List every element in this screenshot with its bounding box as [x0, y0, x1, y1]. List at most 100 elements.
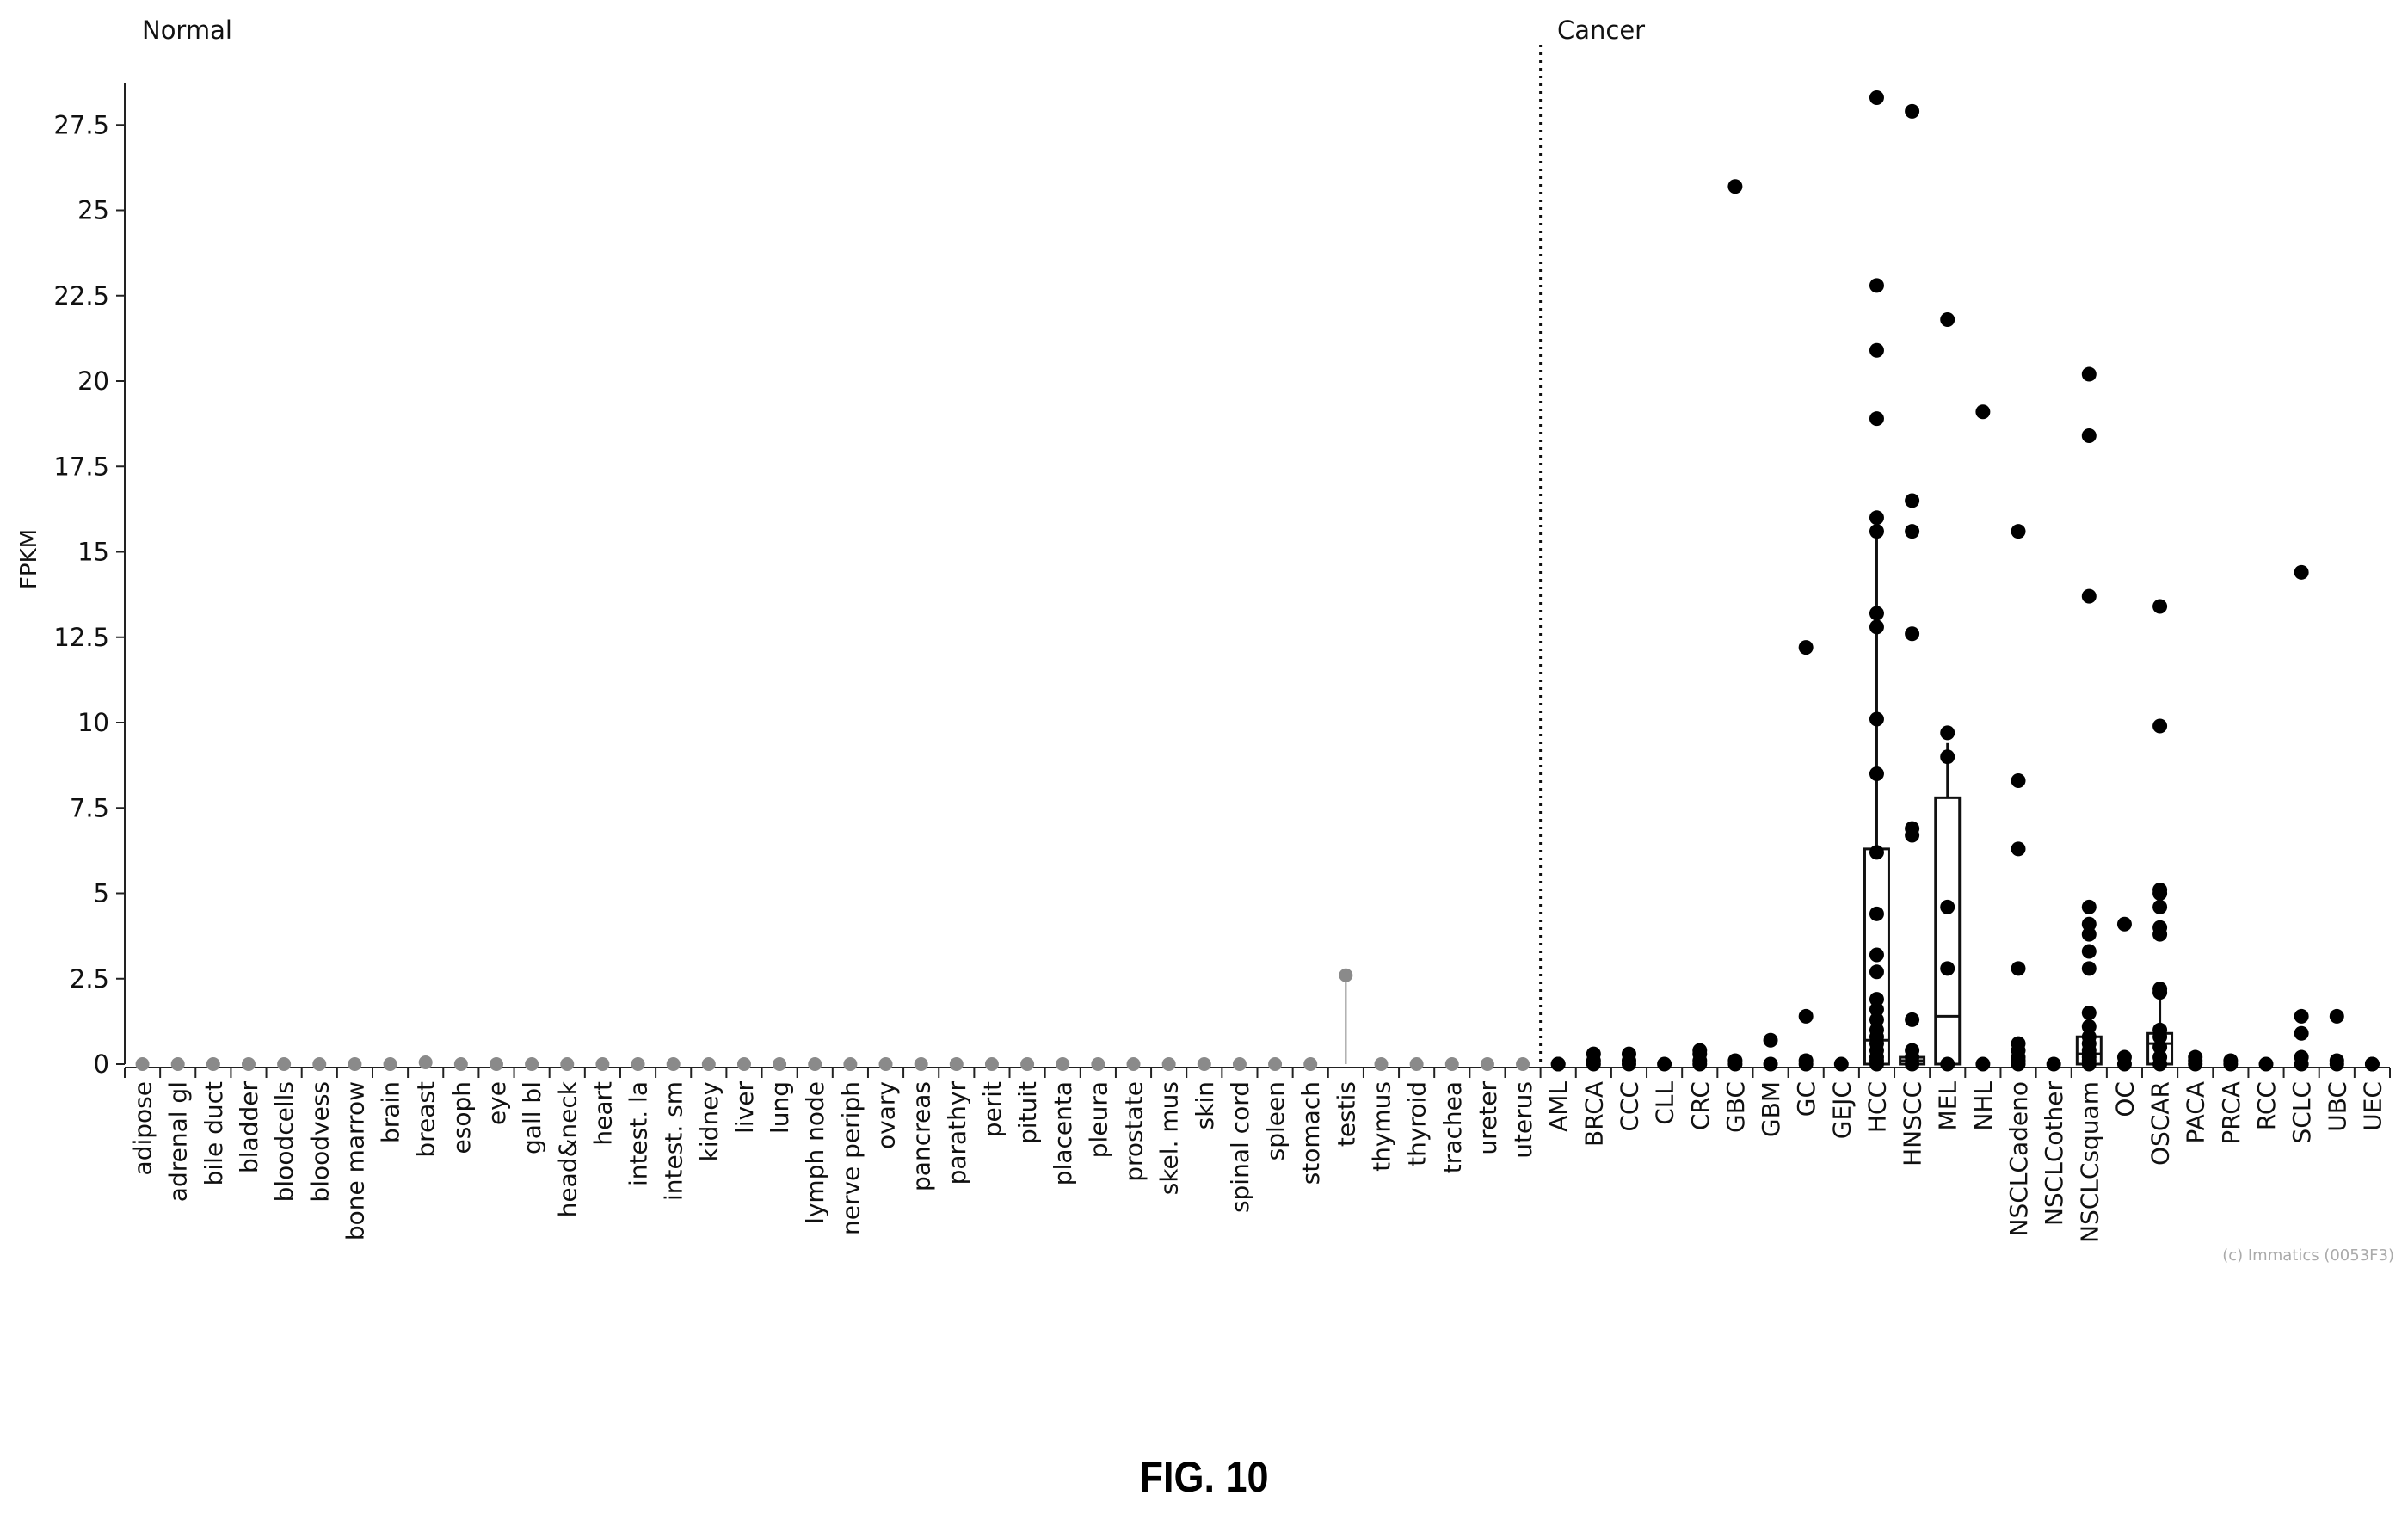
- cancer-point: [2223, 1056, 2239, 1072]
- cancer-point: [2152, 1029, 2168, 1044]
- cancer-point: [1727, 179, 1743, 194]
- cancer-point: [2011, 772, 2026, 788]
- x-category-label: GEJC: [1827, 1081, 1856, 1139]
- y-tick-label: 17.5: [53, 452, 109, 481]
- cancer-point: [1869, 278, 1884, 293]
- y-tick-label: 10: [77, 708, 109, 737]
- cancer-point: [2152, 899, 2168, 914]
- x-category-label: uterus: [1509, 1081, 1537, 1159]
- cancer-point: [2116, 916, 2132, 932]
- x-category-label: perit: [978, 1081, 1007, 1137]
- cancer-point: [2081, 961, 2097, 976]
- cancer-point: [2294, 1025, 2309, 1041]
- normal-point: [1374, 1057, 1389, 1071]
- normal-point: [1232, 1057, 1247, 1071]
- cancer-point: [2329, 1056, 2344, 1072]
- y-tick-label: 15: [77, 538, 109, 567]
- cancer-point: [1869, 619, 1884, 635]
- x-category-label: testis: [1332, 1081, 1360, 1147]
- cancer-point: [1975, 1056, 1991, 1072]
- normal-point: [383, 1057, 397, 1071]
- x-category-label: prostate: [1120, 1081, 1149, 1182]
- cancer-point: [1975, 404, 1991, 420]
- normal-point: [1409, 1057, 1424, 1071]
- x-category-label: thymus: [1367, 1081, 1395, 1172]
- cancer-point: [1869, 510, 1884, 526]
- cancer-point: [1798, 1008, 1814, 1024]
- cancer-point: [1869, 947, 1884, 963]
- x-category-label: bloodvess: [305, 1081, 334, 1203]
- x-category-label: SCLC: [2288, 1081, 2316, 1143]
- y-axis-label: FPKM: [16, 529, 42, 589]
- x-category-label: kidney: [695, 1081, 724, 1161]
- normal-point: [631, 1057, 645, 1071]
- normal-point: [525, 1057, 539, 1071]
- y-tick-label: 22.5: [53, 281, 109, 311]
- cancer-point: [2152, 926, 2168, 942]
- cancer-point: [1869, 342, 1884, 358]
- x-category-label: OC: [2110, 1081, 2139, 1117]
- normal-point: [1268, 1057, 1283, 1071]
- cancer-point: [1905, 828, 1920, 843]
- cancer-point: [2081, 1005, 2097, 1020]
- cancer-point: [2011, 524, 2026, 539]
- x-category-label: heart: [588, 1081, 617, 1146]
- normal-point: [736, 1057, 751, 1071]
- x-category-label: HNSCC: [1899, 1081, 1927, 1166]
- x-category-label: skel. mus: [1155, 1081, 1184, 1195]
- cancer-point: [1905, 493, 1920, 508]
- x-category-label: pleura: [1084, 1081, 1112, 1158]
- normal-point: [808, 1057, 822, 1071]
- x-category-label: OSCAR: [2146, 1081, 2175, 1166]
- cancer-point: [1869, 89, 1884, 105]
- cancer-point: [1798, 640, 1814, 655]
- cancer-point: [2116, 1056, 2132, 1072]
- cancer-point: [2188, 1056, 2203, 1072]
- cancer-point: [1940, 749, 1955, 765]
- cancer-point: [2081, 1019, 2097, 1034]
- x-category-label: esoph: [447, 1081, 476, 1154]
- cancer-point: [1657, 1056, 1672, 1072]
- x-category-label: spleen: [1261, 1081, 1290, 1160]
- y-tick-label: 27.5: [53, 110, 109, 139]
- normal-point: [701, 1057, 716, 1071]
- cancer-point: [1940, 312, 1955, 328]
- x-category-label: head&neck: [553, 1080, 582, 1217]
- x-category-label: GBC: [1721, 1081, 1750, 1133]
- figure-caption: FIG. 10: [1139, 1453, 1269, 1501]
- y-tick-label: 12.5: [53, 623, 109, 652]
- cancer-point: [2294, 1056, 2309, 1072]
- normal-point: [241, 1057, 256, 1071]
- cancer-point: [1869, 1012, 1884, 1027]
- x-category-label: liver: [730, 1081, 759, 1134]
- cancer-point: [2152, 718, 2168, 734]
- x-category-label: parathyr: [943, 1081, 971, 1185]
- cancer-point: [2364, 1056, 2380, 1072]
- cancer-point: [1727, 1056, 1743, 1072]
- copyright-note: (c) Immatics (0053F3): [2222, 1246, 2394, 1265]
- x-category-label: adrenal gl: [164, 1081, 193, 1202]
- cancer-point: [1869, 766, 1884, 782]
- y-tick-label: 5: [94, 879, 109, 908]
- y-axis: 0 2.5 5 7.5 10 12.5 15 17.5 20 22.5 25 27.5: [53, 83, 126, 1079]
- normal-point: [1091, 1057, 1105, 1071]
- cancer-point: [1621, 1056, 1636, 1072]
- cancer-point: [1833, 1056, 1849, 1072]
- y-tick-label: 0: [94, 1049, 109, 1079]
- cancer-point: [2081, 588, 2097, 604]
- cancer-point: [1905, 626, 1920, 642]
- cancer-point: [1550, 1056, 1566, 1072]
- cancer-point: [2152, 985, 2168, 1000]
- cancer-point: [2294, 1008, 2309, 1024]
- section-label-normal: Normal: [142, 15, 232, 45]
- cancer-point: [2081, 916, 2097, 932]
- cancer-point: [2081, 899, 2097, 914]
- cancer-point: [1940, 1056, 1955, 1072]
- x-category-label: GBM: [1757, 1081, 1785, 1137]
- cancer-point: [1940, 899, 1955, 914]
- x-category-label: NSCLCadeno: [2005, 1081, 2033, 1236]
- x-category-label: NSCLCsquam: [2075, 1081, 2103, 1243]
- x-category-label: CRC: [1686, 1081, 1715, 1130]
- x-category-label: NSCLCother: [2040, 1081, 2068, 1227]
- normal-point: [1126, 1057, 1141, 1071]
